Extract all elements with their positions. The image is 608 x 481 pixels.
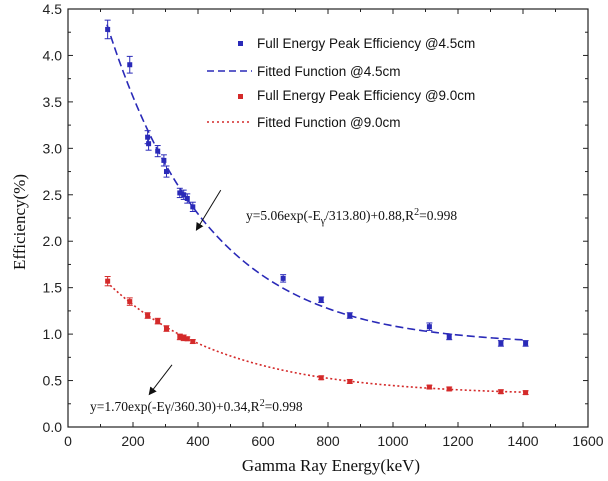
y-tick-label: 0.5 <box>43 373 63 389</box>
legend-entry-1: Full Energy Peak Efficiency @4.5cm <box>238 36 475 51</box>
annotation-arrow <box>148 364 173 396</box>
data-point <box>177 334 183 340</box>
annotation-arrow <box>195 189 222 231</box>
x-tick-label: 800 <box>316 433 340 449</box>
eq-subscript: γ <box>320 216 326 227</box>
legend: Full Energy Peak Efficiency @4.5cm Fitte… <box>207 36 475 130</box>
x-tick-label: 400 <box>186 433 210 449</box>
data-point <box>163 326 169 332</box>
data-point <box>446 386 452 392</box>
x-tick-label: 600 <box>251 433 275 449</box>
x-tick-label: 0 <box>64 433 72 449</box>
fit-equation-text: y=1.70exp(-Eγ/360.30)+0.34,R2=0.998 <box>90 398 303 414</box>
fit-equation-text: y=5.06exp(-Eγ/313.80)+0.88,R2=0.998 <box>246 207 457 227</box>
legend-entry-3: Full Energy Peak Efficiency @9.0cm <box>238 88 475 103</box>
legend-label: Full Energy Peak Efficiency @4.5cm <box>257 36 475 51</box>
eq-part: =0.998 <box>265 399 303 414</box>
legend-label: Full Energy Peak Efficiency @9.0cm <box>257 88 475 103</box>
plot-series <box>104 19 529 396</box>
data-point <box>181 192 187 198</box>
eq-superscript: 2 <box>414 207 419 218</box>
y-tick-label: 1.0 <box>43 326 63 342</box>
eq-part: =0.998 <box>419 208 457 223</box>
x-tick-label: 200 <box>121 433 145 449</box>
data-point <box>318 375 324 381</box>
data-point <box>426 384 432 390</box>
data-point <box>426 324 432 330</box>
data-point <box>161 157 167 163</box>
y-tick-label: 0.0 <box>43 419 63 435</box>
data-point <box>105 278 111 284</box>
data-point <box>190 204 196 210</box>
data-point <box>155 148 161 154</box>
legend-entry-2: Fitted Function @4.5cm <box>207 64 401 79</box>
data-point <box>177 190 183 196</box>
fit-equation-4-5cm: y=5.06exp(-Eγ/313.80)+0.88,R2=0.998 <box>195 189 457 231</box>
axes: 0 200 400 600 800 1000 1200 1400 1600 0.0 0.5 1.0 1.… <box>43 1 604 449</box>
data-point <box>163 169 169 175</box>
data-point <box>146 141 152 147</box>
data-point <box>127 299 133 305</box>
y-axis-title: Efficiency(%) <box>10 174 29 270</box>
data-point <box>184 195 190 201</box>
data-point <box>347 378 353 384</box>
data-point <box>105 26 111 32</box>
y-tick-label: 4.0 <box>43 47 63 63</box>
data-point <box>181 335 187 341</box>
data-point <box>127 62 133 68</box>
x-tick-label: 1000 <box>377 433 408 449</box>
y-tick-label: 3.5 <box>43 94 63 110</box>
legend-label: Fitted Function @9.0cm <box>257 115 401 130</box>
x-tick-label: 1200 <box>442 433 473 449</box>
data-point <box>446 334 452 340</box>
legend-marker-red-points <box>238 94 243 99</box>
data-point <box>523 390 529 396</box>
y-tick-label: 4.5 <box>43 1 63 17</box>
eq-part: /313.80)+0.88,R <box>325 208 414 223</box>
eq-superscript: 2 <box>260 398 265 409</box>
eq-part: y=1.70exp(-Eγ/360.30)+0.34,R <box>90 399 260 414</box>
data-point <box>498 340 504 346</box>
data-point <box>347 313 353 319</box>
legend-entry-4: Fitted Function @9.0cm <box>207 115 401 130</box>
fit-curve-1 <box>106 24 527 341</box>
legend-marker-blue-points <box>238 41 243 46</box>
data-point <box>190 339 196 345</box>
data-point <box>145 313 151 319</box>
data-point <box>523 340 529 346</box>
fit-curve-3 <box>106 281 527 394</box>
y-tick-label: 2.5 <box>43 187 63 203</box>
y-tick-label: 3.0 <box>43 140 63 156</box>
data-point <box>498 389 504 395</box>
x-axis-title: Gamma Ray Energy(keV) <box>242 456 420 475</box>
fit-equation-9-0cm: y=1.70exp(-Eγ/360.30)+0.34,R2=0.998 <box>90 364 303 414</box>
data-point <box>184 336 190 342</box>
x-tick-label: 1600 <box>572 433 603 449</box>
eq-part: y=5.06exp(-E <box>246 208 321 223</box>
x-tick-label: 1400 <box>507 433 538 449</box>
data-point <box>318 297 324 303</box>
y-tick-label: 2.0 <box>43 233 63 249</box>
data-point <box>155 318 161 324</box>
y-tick-label: 1.5 <box>43 280 63 296</box>
data-point <box>280 275 286 281</box>
legend-label: Fitted Function @4.5cm <box>257 64 401 79</box>
